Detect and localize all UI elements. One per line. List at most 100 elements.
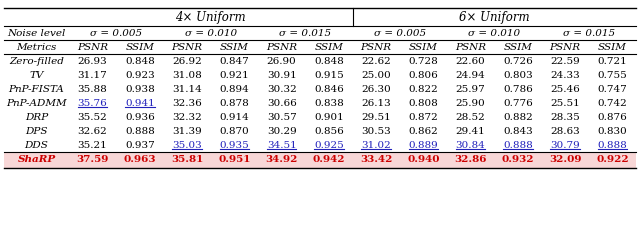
Text: 0.889: 0.889 bbox=[408, 140, 438, 149]
Text: 0.914: 0.914 bbox=[220, 113, 249, 122]
Text: 0.894: 0.894 bbox=[220, 84, 249, 93]
Text: 0.862: 0.862 bbox=[408, 126, 438, 135]
Text: 0.923: 0.923 bbox=[125, 71, 155, 80]
Text: 0.846: 0.846 bbox=[314, 84, 344, 93]
Text: 0.822: 0.822 bbox=[408, 84, 438, 93]
Text: SSIM: SSIM bbox=[409, 42, 438, 51]
Text: 26.90: 26.90 bbox=[267, 56, 296, 66]
Text: 25.97: 25.97 bbox=[456, 84, 486, 93]
Text: 26.93: 26.93 bbox=[77, 56, 108, 66]
Text: 26.92: 26.92 bbox=[172, 56, 202, 66]
Text: 32.36: 32.36 bbox=[172, 98, 202, 108]
Text: 0.878: 0.878 bbox=[220, 98, 249, 108]
Text: 31.39: 31.39 bbox=[172, 126, 202, 135]
Text: 0.882: 0.882 bbox=[503, 113, 532, 122]
Bar bbox=[4, 152, 636, 168]
Text: 30.79: 30.79 bbox=[550, 140, 580, 149]
Text: 31.08: 31.08 bbox=[172, 71, 202, 80]
Text: 0.847: 0.847 bbox=[220, 56, 249, 66]
Text: 0.870: 0.870 bbox=[220, 126, 249, 135]
Text: 33.42: 33.42 bbox=[360, 156, 392, 164]
Text: 25.00: 25.00 bbox=[361, 71, 391, 80]
Text: 0.806: 0.806 bbox=[408, 71, 438, 80]
Text: PSNR: PSNR bbox=[266, 42, 297, 51]
Text: 0.755: 0.755 bbox=[598, 71, 627, 80]
Text: 4× Uniform: 4× Uniform bbox=[175, 10, 246, 24]
Text: 35.76: 35.76 bbox=[77, 98, 108, 108]
Text: 0.951: 0.951 bbox=[218, 156, 251, 164]
Text: 0.848: 0.848 bbox=[314, 56, 344, 66]
Text: 35.88: 35.88 bbox=[77, 84, 108, 93]
Text: 0.830: 0.830 bbox=[598, 126, 627, 135]
Text: SSIM: SSIM bbox=[314, 42, 343, 51]
Text: 0.888: 0.888 bbox=[503, 140, 532, 149]
Text: σ = 0.010: σ = 0.010 bbox=[468, 29, 520, 38]
Text: σ = 0.015: σ = 0.015 bbox=[279, 29, 332, 38]
Text: 0.942: 0.942 bbox=[312, 156, 345, 164]
Text: σ = 0.010: σ = 0.010 bbox=[185, 29, 237, 38]
Text: 0.888: 0.888 bbox=[598, 140, 627, 149]
Text: 32.62: 32.62 bbox=[77, 126, 108, 135]
Text: 22.60: 22.60 bbox=[456, 56, 486, 66]
Text: 0.786: 0.786 bbox=[503, 84, 532, 93]
Text: PSNR: PSNR bbox=[550, 42, 580, 51]
Text: σ = 0.015: σ = 0.015 bbox=[563, 29, 615, 38]
Text: 0.742: 0.742 bbox=[598, 98, 627, 108]
Text: 34.51: 34.51 bbox=[267, 140, 296, 149]
Text: TV: TV bbox=[29, 71, 44, 80]
Text: 0.843: 0.843 bbox=[503, 126, 532, 135]
Text: 25.51: 25.51 bbox=[550, 98, 580, 108]
Text: 0.938: 0.938 bbox=[125, 84, 155, 93]
Text: 0.936: 0.936 bbox=[125, 113, 155, 122]
Text: 29.41: 29.41 bbox=[456, 126, 486, 135]
Text: σ = 0.005: σ = 0.005 bbox=[90, 29, 142, 38]
Text: 28.35: 28.35 bbox=[550, 113, 580, 122]
Text: 24.33: 24.33 bbox=[550, 71, 580, 80]
Text: 37.59: 37.59 bbox=[76, 156, 109, 164]
Text: 0.726: 0.726 bbox=[503, 56, 532, 66]
Text: 35.81: 35.81 bbox=[171, 156, 204, 164]
Text: PSNR: PSNR bbox=[172, 42, 203, 51]
Text: DPS: DPS bbox=[25, 126, 48, 135]
Text: 0.876: 0.876 bbox=[598, 113, 627, 122]
Text: 0.856: 0.856 bbox=[314, 126, 344, 135]
Text: 29.51: 29.51 bbox=[361, 113, 391, 122]
Text: 34.92: 34.92 bbox=[266, 156, 298, 164]
Text: 35.52: 35.52 bbox=[77, 113, 108, 122]
Text: 35.03: 35.03 bbox=[172, 140, 202, 149]
Text: 0.915: 0.915 bbox=[314, 71, 344, 80]
Text: 0.922: 0.922 bbox=[596, 156, 628, 164]
Text: 25.90: 25.90 bbox=[456, 98, 486, 108]
Text: 26.30: 26.30 bbox=[361, 84, 391, 93]
Text: 0.937: 0.937 bbox=[125, 140, 155, 149]
Text: 0.932: 0.932 bbox=[502, 156, 534, 164]
Text: 32.32: 32.32 bbox=[172, 113, 202, 122]
Text: σ = 0.005: σ = 0.005 bbox=[374, 29, 426, 38]
Text: DDS: DDS bbox=[24, 140, 49, 149]
Text: 0.848: 0.848 bbox=[125, 56, 155, 66]
Text: 30.91: 30.91 bbox=[267, 71, 296, 80]
Text: 0.935: 0.935 bbox=[220, 140, 249, 149]
Text: SSIM: SSIM bbox=[125, 42, 154, 51]
Text: PnP-FISTA: PnP-FISTA bbox=[8, 84, 65, 93]
Text: 32.86: 32.86 bbox=[454, 156, 487, 164]
Text: ShaRP: ShaRP bbox=[17, 156, 56, 164]
Text: PSNR: PSNR bbox=[360, 42, 392, 51]
Text: 0.921: 0.921 bbox=[220, 71, 249, 80]
Text: 32.09: 32.09 bbox=[549, 156, 581, 164]
Text: 31.14: 31.14 bbox=[172, 84, 202, 93]
Text: 0.888: 0.888 bbox=[125, 126, 155, 135]
Text: 28.52: 28.52 bbox=[456, 113, 486, 122]
Text: 0.776: 0.776 bbox=[503, 98, 532, 108]
Text: 0.803: 0.803 bbox=[503, 71, 532, 80]
Text: DRP: DRP bbox=[25, 113, 48, 122]
Text: 0.728: 0.728 bbox=[408, 56, 438, 66]
Text: PnP-ADMM: PnP-ADMM bbox=[6, 98, 67, 108]
Text: 0.808: 0.808 bbox=[408, 98, 438, 108]
Text: 24.94: 24.94 bbox=[456, 71, 486, 80]
Text: 30.32: 30.32 bbox=[267, 84, 296, 93]
Text: 0.940: 0.940 bbox=[407, 156, 440, 164]
Text: 0.925: 0.925 bbox=[314, 140, 344, 149]
Text: 26.13: 26.13 bbox=[361, 98, 391, 108]
Text: PSNR: PSNR bbox=[77, 42, 108, 51]
